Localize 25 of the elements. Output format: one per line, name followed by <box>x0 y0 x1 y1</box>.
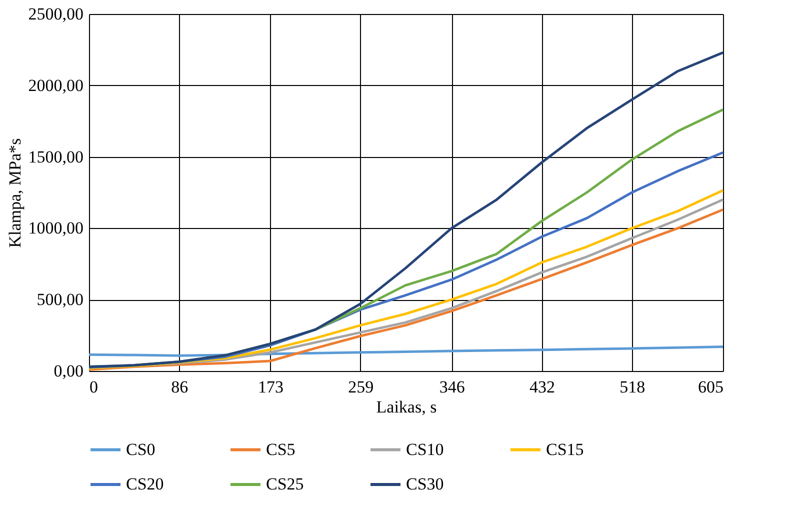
y-tick-label: 2000,00 <box>28 76 84 95</box>
x-tick-label: 0 <box>90 378 98 396</box>
legend-label: CS5 <box>266 440 296 459</box>
x-axis-title: Laikas, s <box>376 398 437 416</box>
x-tick-label: 605 <box>698 378 724 396</box>
y-axis-title: Klampa, MPa*s <box>5 138 24 248</box>
line-series <box>88 51 724 368</box>
y-tick-label: 0,00 <box>54 362 84 380</box>
x-tick-label: 173 <box>258 378 284 396</box>
x-tick-label: 518 <box>620 378 646 396</box>
legend-label: CS0 <box>126 440 156 459</box>
x-tick-label: 259 <box>348 378 374 396</box>
y-tick-label: 2500,00 <box>28 4 84 24</box>
x-tick-label: 86 <box>171 378 188 396</box>
legend-label: CS20 <box>126 474 164 494</box>
x-tick-label: 346 <box>439 378 465 396</box>
x-tick-label: 432 <box>529 378 555 396</box>
y-tick-label: 1000,00 <box>28 218 84 238</box>
legend-label: CS15 <box>546 440 584 459</box>
y-tick-label: 1500,00 <box>28 147 84 166</box>
legend-label: CS30 <box>406 474 444 494</box>
legend-label: CS25 <box>266 474 304 494</box>
y-tick-label: 500,00 <box>36 290 84 310</box>
legend-label: CS10 <box>406 440 444 459</box>
line-series <box>88 345 724 357</box>
